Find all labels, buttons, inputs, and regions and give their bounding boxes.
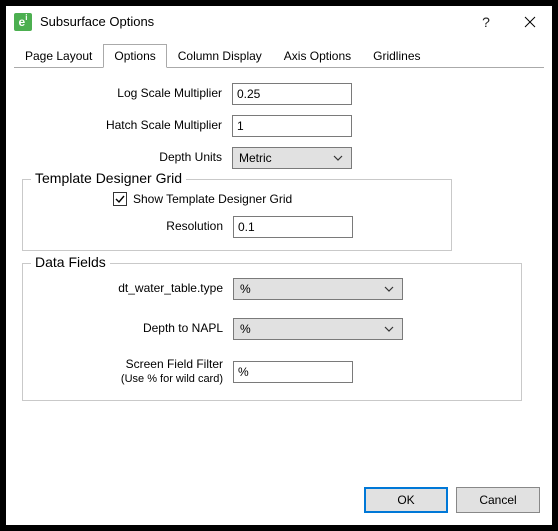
chevron-down-icon — [329, 154, 347, 162]
water-table-select[interactable]: % — [233, 278, 403, 300]
designer-grid-title: Template Designer Grid — [31, 170, 186, 186]
depth-napl-value: % — [240, 322, 251, 336]
data-fields-title: Data Fields — [31, 254, 110, 270]
tab-underline — [14, 67, 544, 68]
resolution-label: Resolution — [23, 220, 233, 234]
dialog-footer: OK Cancel — [6, 487, 552, 525]
depth-napl-label: Depth to NAPL — [23, 322, 233, 336]
log-scale-label: Log Scale Multiplier — [22, 87, 232, 101]
check-icon — [115, 194, 125, 204]
titlebar: ei Subsurface Options ? — [6, 6, 552, 38]
options-panel: Log Scale Multiplier Hatch Scale Multipl… — [6, 69, 552, 487]
close-button[interactable] — [508, 6, 552, 38]
show-grid-label: Show Template Designer Grid — [133, 192, 292, 206]
app-icon: ei — [14, 13, 32, 31]
tab-strip: Page Layout Options Column Display Axis … — [6, 38, 552, 68]
tab-page-layout[interactable]: Page Layout — [14, 44, 103, 68]
help-button[interactable]: ? — [464, 6, 508, 38]
tab-gridlines[interactable]: Gridlines — [362, 44, 431, 68]
hatch-scale-label: Hatch Scale Multiplier — [22, 119, 232, 133]
window-title: Subsurface Options — [40, 14, 464, 29]
depth-units-value: Metric — [239, 151, 272, 165]
tab-column-display[interactable]: Column Display — [167, 44, 273, 68]
cancel-button[interactable]: Cancel — [456, 487, 540, 513]
screen-filter-label: Screen Field Filter (Use % for wild card… — [23, 358, 233, 386]
depth-units-select[interactable]: Metric — [232, 147, 352, 169]
tab-axis-options[interactable]: Axis Options — [273, 44, 362, 68]
screen-filter-label-main: Screen Field Filter — [126, 357, 223, 371]
log-scale-input[interactable] — [232, 83, 352, 105]
chevron-down-icon — [380, 285, 398, 293]
screen-filter-input[interactable] — [233, 361, 353, 383]
water-table-label: dt_water_table.type — [23, 282, 233, 296]
water-table-value: % — [240, 282, 251, 296]
data-fields-group: Data Fields dt_water_table.type % Depth … — [22, 263, 522, 401]
resolution-input[interactable] — [233, 216, 353, 238]
ok-button[interactable]: OK — [364, 487, 448, 513]
tab-options[interactable]: Options — [103, 44, 166, 68]
close-icon — [524, 16, 536, 28]
show-grid-checkbox[interactable] — [113, 192, 127, 206]
hatch-scale-input[interactable] — [232, 115, 352, 137]
designer-grid-group: Template Designer Grid Show Template Des… — [22, 179, 452, 251]
screen-filter-label-sub: (Use % for wild card) — [121, 373, 223, 385]
depth-napl-select[interactable]: % — [233, 318, 403, 340]
chevron-down-icon — [380, 325, 398, 333]
dialog-window: ei Subsurface Options ? Page Layout Opti… — [6, 6, 552, 525]
depth-units-label: Depth Units — [22, 151, 232, 165]
